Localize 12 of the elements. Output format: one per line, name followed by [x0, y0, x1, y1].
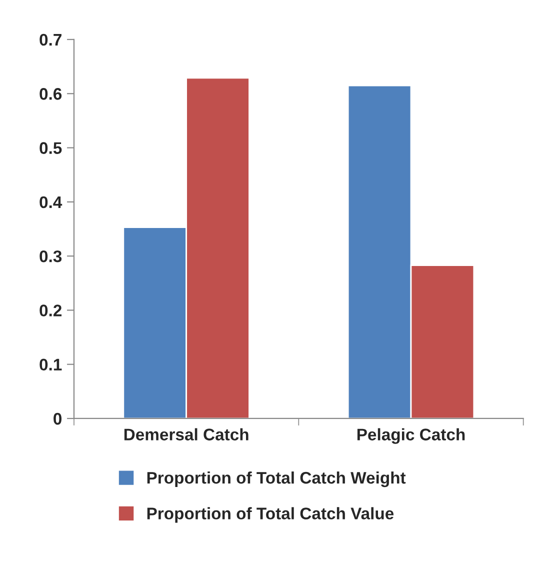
y-tick-label: 0.3: [40, 250, 62, 262]
y-tick-label: 0: [54, 412, 62, 425]
legend-label: Proportion of Total Catch Value: [147, 507, 394, 523]
y-tick-label: 0.1: [40, 358, 62, 371]
y-tick-label: 0.7: [40, 34, 62, 46]
y-tick-label: 0.4: [40, 196, 62, 208]
y-tick-label: 0.6: [40, 88, 62, 100]
x-tick-label: Demersal Catch: [124, 428, 248, 440]
y-tick-label: 0.2: [40, 304, 62, 316]
legend-label: Proportion of Total Catch Weight: [147, 471, 406, 488]
y-tick-label: 0.5: [40, 142, 62, 154]
x-tick-label: Pelagic Catch: [357, 428, 465, 444]
